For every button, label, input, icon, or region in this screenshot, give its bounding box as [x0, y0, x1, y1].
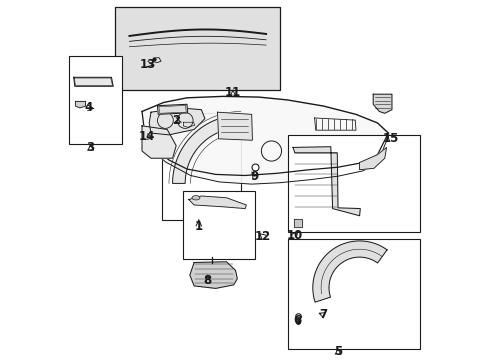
Text: 5: 5 [333, 345, 342, 358]
Polygon shape [74, 77, 113, 86]
Polygon shape [183, 122, 195, 127]
Text: 9: 9 [250, 170, 258, 183]
Text: 15: 15 [382, 132, 399, 145]
Text: 4: 4 [84, 102, 92, 114]
Text: 2: 2 [172, 114, 180, 127]
Bar [287, 135, 419, 232]
Bar [183, 190, 255, 259]
Bar [69, 56, 122, 144]
Polygon shape [292, 147, 360, 216]
Ellipse shape [192, 195, 200, 200]
Polygon shape [293, 219, 302, 227]
Bar [287, 239, 419, 349]
Text: 13: 13 [139, 58, 155, 71]
Polygon shape [142, 126, 176, 158]
Text: 12: 12 [255, 230, 271, 243]
Polygon shape [359, 148, 386, 170]
Text: 8: 8 [203, 274, 211, 287]
Text: 10: 10 [286, 229, 303, 242]
Text: 1: 1 [194, 220, 203, 233]
Text: 3: 3 [86, 141, 95, 154]
Polygon shape [312, 241, 386, 302]
Polygon shape [172, 115, 241, 183]
Polygon shape [188, 196, 246, 208]
Text: 14: 14 [138, 130, 155, 143]
Polygon shape [149, 108, 204, 135]
Bar [115, 7, 280, 90]
Polygon shape [372, 94, 391, 113]
Polygon shape [217, 112, 252, 140]
Polygon shape [189, 262, 237, 288]
Polygon shape [157, 104, 187, 114]
Bar [162, 113, 241, 220]
Text: 7: 7 [318, 308, 326, 321]
Polygon shape [142, 96, 387, 184]
Polygon shape [75, 102, 85, 108]
Text: 11: 11 [224, 86, 241, 99]
Text: 6: 6 [293, 314, 301, 327]
